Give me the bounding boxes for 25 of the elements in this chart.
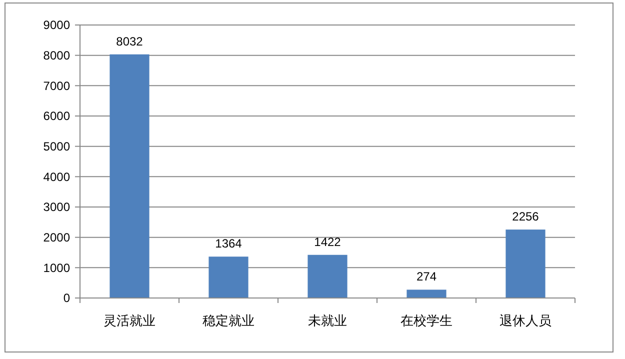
y-tick-label: 6000 (43, 109, 70, 124)
data-label: 274 (416, 270, 437, 284)
bar (506, 230, 546, 298)
bar (110, 54, 150, 298)
y-tick-label: 9000 (43, 18, 70, 32)
y-tick-label: 2000 (43, 230, 70, 245)
y-tick-label: 5000 (43, 140, 70, 154)
y-tick-label: 3000 (43, 200, 70, 214)
y-tick-label: 7000 (43, 78, 70, 93)
y-tick-label: 8000 (43, 48, 70, 63)
y-tick-label: 1000 (43, 260, 70, 275)
data-label: 2256 (512, 210, 540, 224)
x-tick-label: 稳定就业 (202, 313, 254, 328)
x-tick-label: 在校学生 (400, 313, 452, 328)
x-tick-label: 未就业 (308, 313, 347, 328)
x-tick-label: 退休人员 (500, 313, 552, 328)
data-label: 8032 (116, 34, 144, 48)
bar (208, 256, 248, 298)
data-label: 1422 (314, 234, 342, 249)
data-label: 1364 (215, 236, 242, 251)
bar (406, 290, 446, 298)
x-tick-label: 灵活就业 (104, 313, 156, 328)
y-tick-label: 4000 (43, 170, 70, 184)
y-tick-label: 0 (63, 291, 70, 306)
bar (308, 254, 348, 298)
